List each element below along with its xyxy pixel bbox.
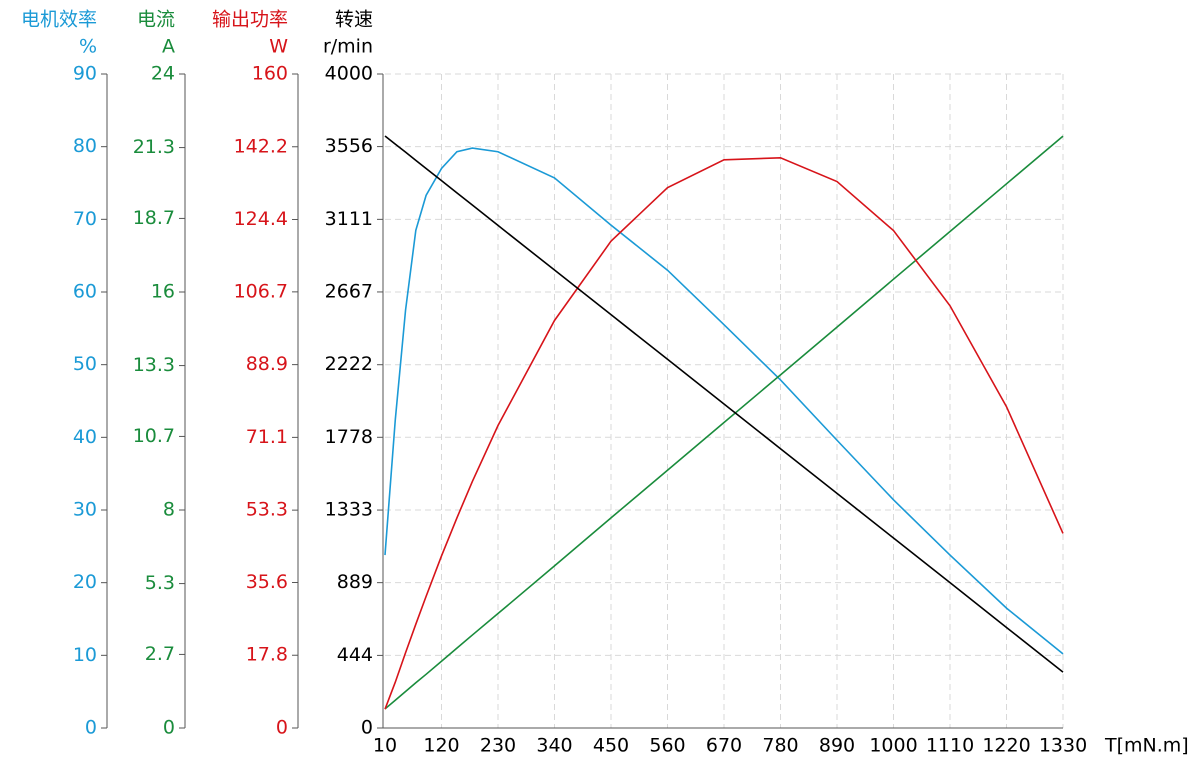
y-tick-label: 50 — [73, 353, 97, 375]
y-tick-label: 90 — [73, 63, 97, 85]
x-tick-label: 670 — [706, 735, 742, 757]
y-tick-label: 0 — [361, 717, 373, 739]
x-tick-label: 780 — [762, 735, 798, 757]
y-tick-label: 53.3 — [246, 499, 288, 521]
x-tick-label: 560 — [649, 735, 685, 757]
y-tick-label: 0 — [85, 717, 97, 739]
y-tick-label: 444 — [337, 644, 373, 666]
series-line — [384, 156, 1064, 710]
y-tick-label: 3556 — [325, 135, 373, 157]
x-tick-label: 890 — [819, 735, 855, 757]
axis-title: 电流 — [137, 9, 175, 31]
y-tick-label: 13.3 — [133, 354, 175, 376]
x-tick-label: 120 — [423, 735, 459, 757]
x-tick-label: 1000 — [869, 735, 917, 757]
y-tick-label: 0 — [163, 717, 175, 739]
axis-unit: A — [162, 36, 175, 58]
axis-title: 输出功率 — [212, 9, 288, 31]
y-tick-label: 1333 — [325, 499, 373, 521]
axis-unit: r/min — [323, 36, 373, 58]
y-tick-label: 1778 — [325, 426, 373, 448]
y-tick-label: 124.4 — [234, 208, 288, 230]
axis-unit: % — [79, 36, 97, 58]
x-tick-label: 230 — [480, 735, 516, 757]
y-tick-label: 0 — [276, 717, 288, 739]
y-tick-label: 16 — [151, 281, 175, 303]
axis-unit: W — [269, 36, 288, 58]
y-tick-label: 71.1 — [246, 426, 288, 448]
series-line — [384, 135, 1064, 710]
y-tick-label: 20 — [73, 571, 97, 593]
y-tick-label: 142.2 — [234, 135, 288, 157]
y-tick-label: 10 — [73, 644, 97, 666]
y-tick-label: 80 — [73, 135, 97, 157]
y-tick-label: 889 — [337, 571, 373, 593]
y-tick-label: 106.7 — [234, 280, 288, 302]
x-tick-label: 1220 — [982, 735, 1030, 757]
y-tick-label: 60 — [73, 281, 97, 303]
y-tick-label: 3111 — [325, 208, 373, 230]
series-line — [384, 147, 1064, 655]
y-tick-label: 2.7 — [145, 643, 175, 665]
y-tick-label: 30 — [73, 499, 97, 521]
y-tick-label: 160 — [252, 63, 288, 85]
axis-title: 转速 — [335, 9, 373, 31]
x-tick-label: 450 — [593, 735, 629, 757]
y-tick-label: 21.3 — [133, 136, 175, 158]
y-tick-label: 2667 — [325, 280, 373, 302]
y-tick-label: 17.8 — [246, 644, 288, 666]
y-tick-label: 35.6 — [246, 571, 288, 593]
y-tick-label: 40 — [73, 426, 97, 448]
y-tick-label: 2222 — [325, 353, 373, 375]
x-tick-label: 1330 — [1039, 735, 1087, 757]
y-tick-label: 5.3 — [145, 572, 175, 594]
y-tick-label: 70 — [73, 208, 97, 230]
x-axis-label: T[mN.m] — [1104, 735, 1189, 757]
y-tick-label: 10.7 — [133, 425, 175, 447]
y-tick-label: 24 — [151, 63, 175, 85]
y-tick-label: 4000 — [325, 63, 373, 85]
x-tick-label: 10 — [373, 735, 397, 757]
series-line — [384, 135, 1064, 673]
x-tick-label: 340 — [536, 735, 572, 757]
y-tick-label: 8 — [163, 499, 175, 521]
axis-title: 电机效率 — [21, 9, 97, 31]
x-tick-label: 1110 — [926, 735, 974, 757]
y-tick-label: 18.7 — [133, 207, 175, 229]
y-tick-label: 88.9 — [246, 353, 288, 375]
